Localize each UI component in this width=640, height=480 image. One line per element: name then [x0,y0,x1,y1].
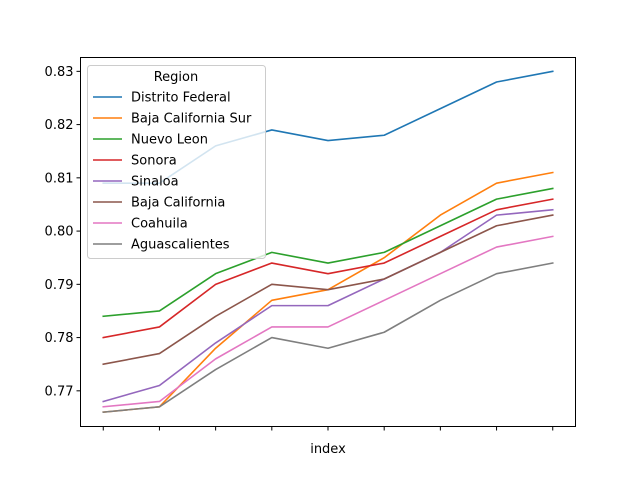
y-tick-label-6: 0.83 [45,65,74,80]
legend-label-7: Aguascalientes [131,238,230,253]
legend-label-0: Distrito Federal [131,91,231,106]
x-axis-label: index [310,442,346,457]
legend-label-4: Sinaloa [131,175,179,190]
x-ticks [102,426,554,431]
plot-lines [102,70,554,413]
legend-label-2: Nuevo Leon [131,133,208,148]
legend-label-1: Baja California Sur [131,112,252,127]
legend-title: Region [154,70,199,85]
legend-box [87,65,266,259]
y-tick-label-0: 0.77 [45,384,74,399]
legend: Region Distrito Federal Baja California S… [87,65,266,259]
series-line-2 [102,187,554,318]
series-line-3 [102,198,554,339]
y-ticks: 0.77 0.78 0.79 0.80 0.81 0.82 0.83 [45,65,81,399]
legend-label-6: Coahuila [131,217,188,232]
y-tick-label-4: 0.81 [45,171,74,186]
series-line-7 [102,262,554,413]
y-tick-label-5: 0.82 [45,118,74,133]
legend-label-3: Sonora [131,154,177,169]
series-line-5 [102,214,554,366]
y-tick-label-3: 0.80 [45,225,74,240]
legend-entries: Distrito Federal Baja California Sur Nuevo… [93,91,252,253]
series-line-6 [102,235,554,408]
series-line-4 [102,208,554,403]
y-tick-label-1: 0.78 [45,331,74,346]
legend-label-5: Baja California [131,196,225,211]
y-tick-label-2: 0.79 [45,278,74,293]
